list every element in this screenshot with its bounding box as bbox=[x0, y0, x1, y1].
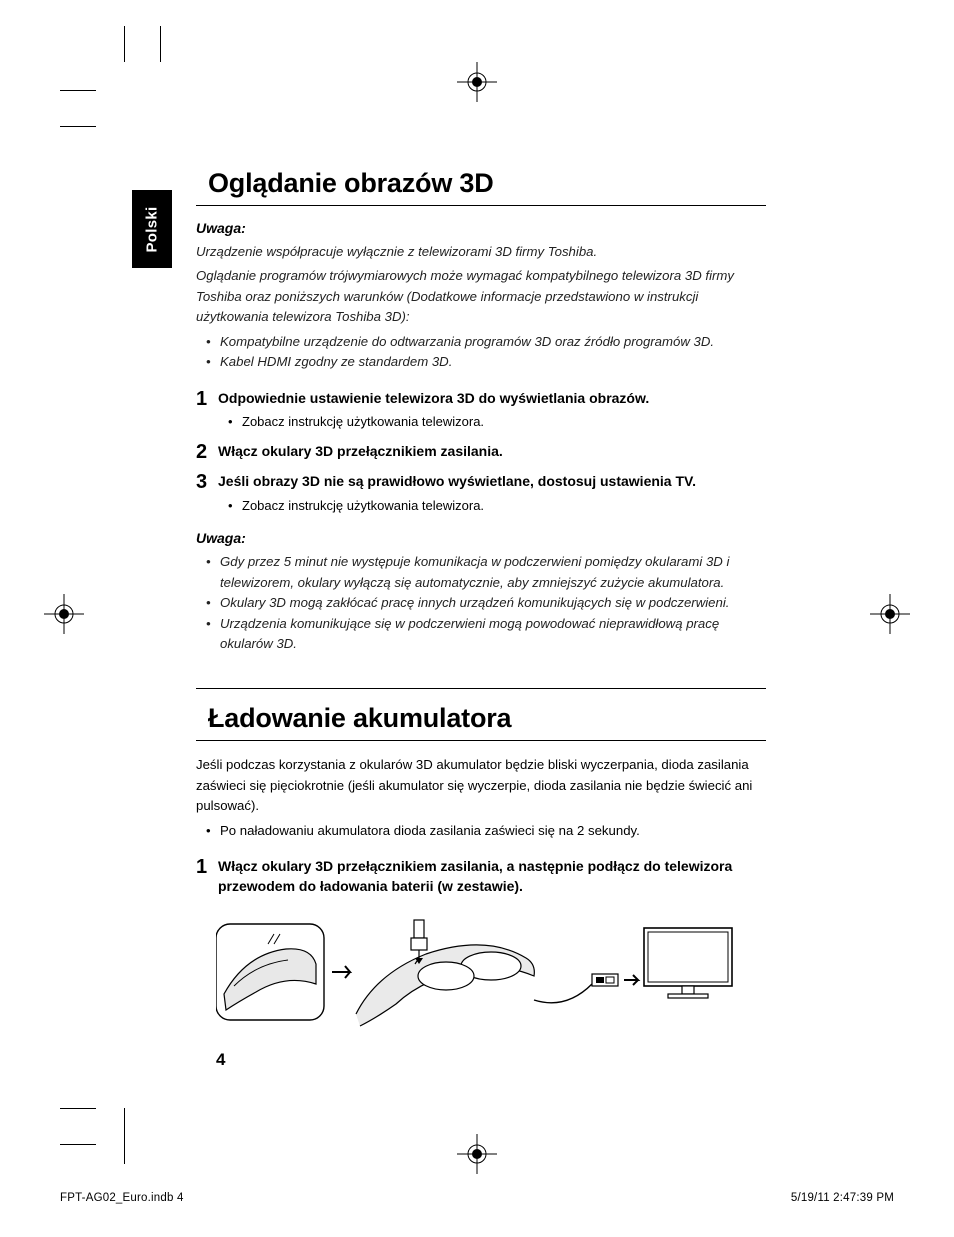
section2-p1: Jeśli podczas korzystania z okularów 3D … bbox=[196, 755, 766, 816]
page-number: 4 bbox=[216, 1050, 225, 1070]
section2-rule-bottom bbox=[196, 740, 766, 741]
step-title: Włącz okulary 3D przełącznikiem zasilani… bbox=[218, 857, 766, 896]
step-1: 1 Włącz okulary 3D przełącznikiem zasila… bbox=[196, 857, 766, 896]
list-item: Zobacz instrukcję użytkowania telewizora… bbox=[228, 496, 766, 516]
step-number: 3 bbox=[196, 472, 218, 492]
step-title: Włącz okulary 3D przełącznikiem zasilani… bbox=[218, 442, 766, 462]
step-1: 1 Odpowiednie ustawienie telewizora 3D d… bbox=[196, 389, 766, 433]
list-item: Gdy przez 5 minut nie występuje komunika… bbox=[206, 552, 766, 593]
section1-note2-list: Gdy przez 5 minut nie występuje komunika… bbox=[206, 552, 766, 654]
list-item: Po naładowaniu akumulatora dioda zasilan… bbox=[206, 821, 766, 841]
registration-mark-bottom bbox=[457, 1134, 497, 1174]
step-title: Jeśli obrazy 3D nie są prawidłowo wyświe… bbox=[218, 472, 766, 492]
language-tab: Polski bbox=[132, 190, 172, 268]
language-label: Polski bbox=[144, 206, 161, 252]
footer-right: 5/19/11 2:47:39 PM bbox=[791, 1192, 894, 1204]
section1-rule bbox=[196, 205, 766, 206]
content-column: Oglądanie obrazów 3D Uwaga: Urządzenie w… bbox=[196, 168, 766, 1039]
registration-mark-top bbox=[457, 62, 497, 102]
section1-note-label: Uwaga: bbox=[196, 220, 766, 236]
section2-list: Po naładowaniu akumulatora dioda zasilan… bbox=[206, 821, 766, 841]
registration-mark-right bbox=[870, 594, 910, 634]
list-item: Kabel HDMI zgodny ze standardem 3D. bbox=[206, 352, 766, 372]
section1-note-p1: Urządzenie współpracuje wyłącznie z tele… bbox=[196, 242, 766, 262]
footer-left: FPT-AG02_Euro.indb 4 bbox=[60, 1192, 184, 1204]
step-number: 1 bbox=[196, 857, 218, 877]
section1-steps: 1 Odpowiednie ustawienie telewizora 3D d… bbox=[196, 389, 766, 516]
section1-note-list: Kompatybilne urządzenie do odtwarzania p… bbox=[206, 332, 766, 373]
section1-title: Oglądanie obrazów 3D bbox=[208, 168, 766, 199]
section2-rule-top bbox=[196, 688, 766, 689]
section1-note2-label: Uwaga: bbox=[196, 530, 766, 546]
step-title: Odpowiednie ustawienie telewizora 3D do … bbox=[218, 389, 766, 409]
list-item: Zobacz instrukcję użytkowania telewizora… bbox=[228, 412, 766, 432]
section2-title: Ładowanie akumulatora bbox=[208, 703, 766, 734]
section1-note-p2: Oglądanie programów trójwymiarowych może… bbox=[196, 266, 766, 327]
step-2: 2 Włącz okulary 3D przełącznikiem zasila… bbox=[196, 442, 766, 462]
list-item: Urządzenia komunikujące się w podczerwie… bbox=[206, 614, 766, 655]
section2-steps: 1 Włącz okulary 3D przełącznikiem zasila… bbox=[196, 857, 766, 896]
list-item: Okulary 3D mogą zakłócać pracę innych ur… bbox=[206, 593, 766, 613]
step-number: 2 bbox=[196, 442, 218, 462]
section1-note-body: Urządzenie współpracuje wyłącznie z tele… bbox=[196, 242, 766, 328]
step-3: 3 Jeśli obrazy 3D nie są prawidłowo wyśw… bbox=[196, 472, 766, 516]
registration-mark-left bbox=[44, 594, 84, 634]
list-item: Kompatybilne urządzenie do odtwarzania p… bbox=[206, 332, 766, 352]
charging-figure bbox=[216, 914, 766, 1039]
step-number: 1 bbox=[196, 389, 218, 409]
